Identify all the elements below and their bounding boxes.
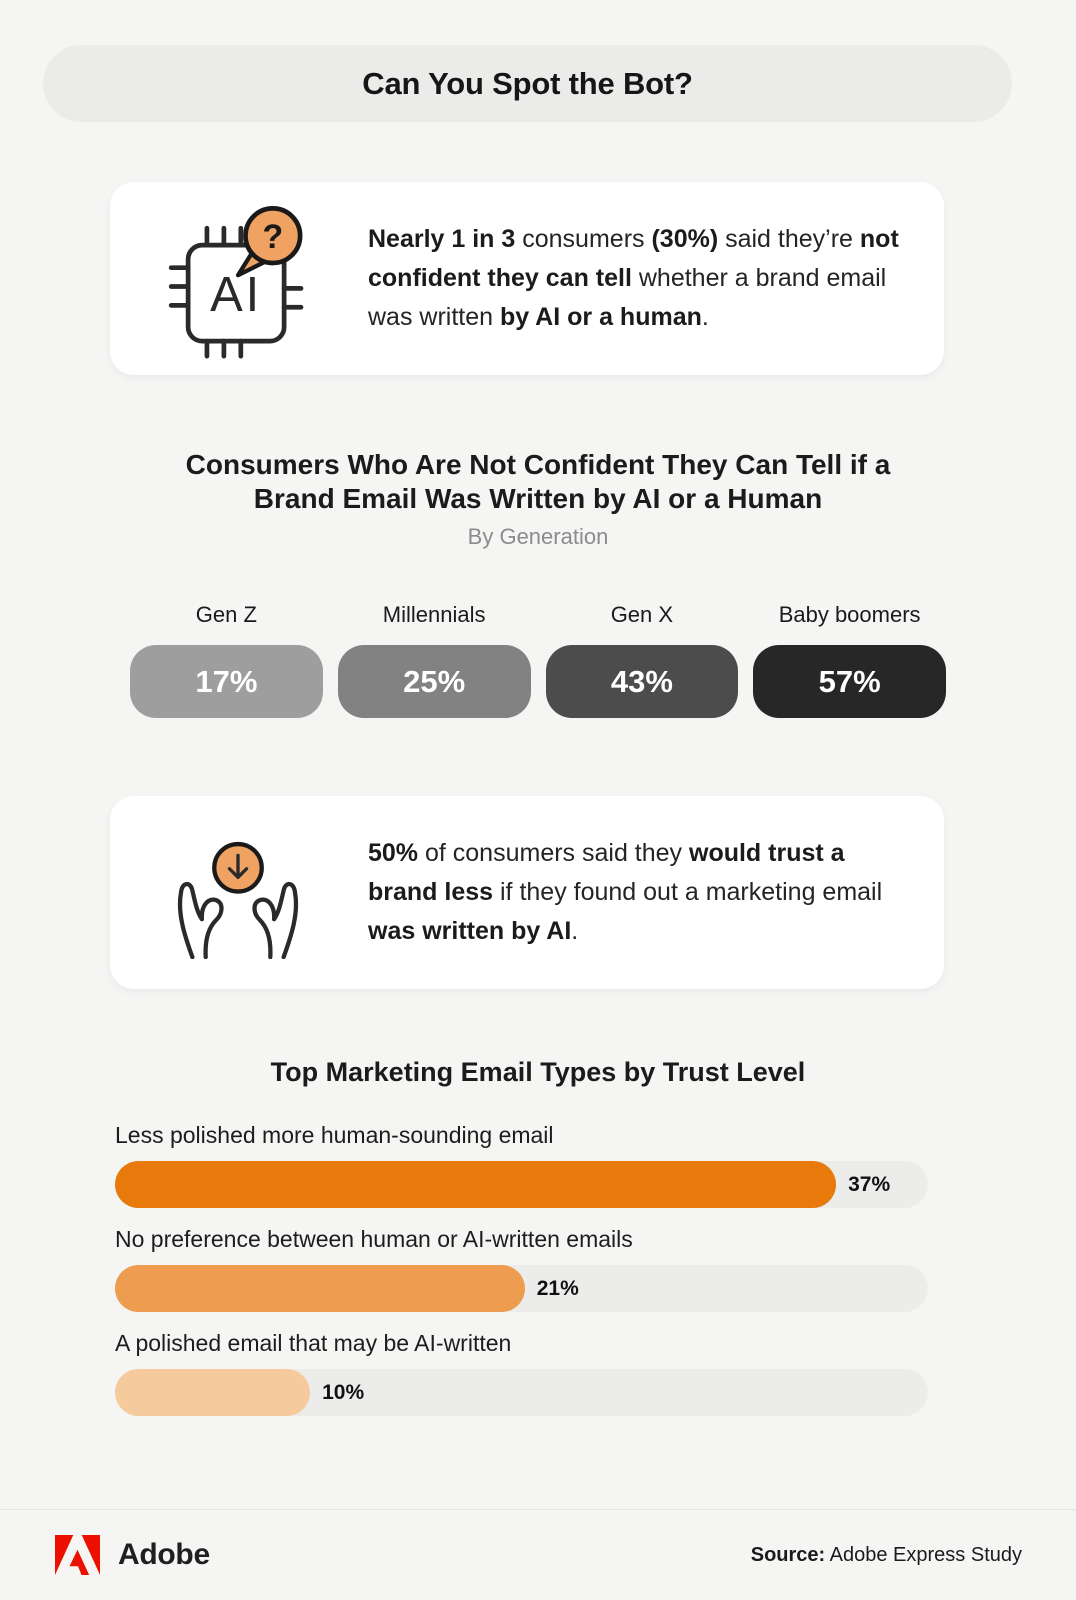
generation-value-pill: 17%: [130, 645, 323, 718]
generation-label: Gen X: [610, 602, 674, 627]
footer: Adobe Source: Adobe Express Study: [0, 1509, 1076, 1600]
bar-category-label: Less polished more human-sounding email: [115, 1122, 554, 1148]
bar-value-label: 37%: [848, 1172, 891, 1196]
bar-track: 37%: [115, 1161, 928, 1208]
generation-column-baby-boomers: Baby boomers 57%: [753, 602, 946, 718]
svg-text:?: ?: [262, 217, 283, 255]
stat-text-bold: by AI or a human: [499, 303, 702, 331]
ai-chip-question-icon: AI ?: [155, 198, 320, 360]
generation-column-gen-x: Gen X 43%: [545, 602, 739, 718]
trust-bars-chart: Less polished more human-sounding email 3…: [115, 1122, 928, 1434]
stat-text-bold: 50%: [368, 839, 425, 867]
stat-text-regular: .: [701, 303, 709, 331]
trust-bar-row: No preference between human or AI-writte…: [115, 1226, 928, 1312]
infographic-title-pill: Can You Spot the Bot?: [43, 45, 1012, 122]
generation-value-pill: 43%: [545, 645, 739, 718]
page-title: Can You Spot the Bot?: [362, 65, 693, 101]
stat-card-trust-less: 50% of consumers said they would trust a…: [110, 796, 944, 989]
stat-text-bold: was written by AI: [368, 917, 572, 945]
bar-fill: [115, 1161, 837, 1208]
trust-decrease-hands-icon: [155, 826, 320, 959]
stat-text-regular: consumers: [522, 225, 652, 253]
stat-text-bold: would trust a brand less: [368, 839, 845, 906]
adobe-logo-icon: [55, 1535, 100, 1575]
bar-value-label: 10%: [322, 1380, 365, 1404]
bar-fill: [115, 1369, 311, 1416]
generation-chart-subtitle: By Generation: [467, 524, 609, 549]
bar-category-label: No preference between human or AI-writte…: [115, 1226, 633, 1252]
source-label: Source:: [750, 1543, 826, 1566]
stat-text-regular: of consumers said they: [424, 839, 689, 867]
trust-chart-title: Top Marketing Email Types by Trust Level: [270, 1057, 806, 1087]
generation-label: Baby boomers: [778, 602, 921, 627]
bar-category-label: A polished email that may be AI-written: [115, 1330, 512, 1356]
generation-value-pill: 25%: [337, 645, 531, 718]
generation-label: Millennials: [382, 602, 486, 627]
source-text: Adobe Express Study: [825, 1543, 1022, 1566]
generation-chart-title: Consumers Who Are Not Confident They Can…: [185, 449, 891, 514]
generation-column-millennials: Millennials 25%: [337, 602, 531, 718]
stat-text-bold: (30%): [651, 225, 719, 253]
svg-text:AI: AI: [210, 268, 262, 322]
source-attribution: Source: Adobe Express Study: [751, 1544, 1022, 1567]
trust-bar-row: Less polished more human-sounding email 3…: [115, 1122, 928, 1208]
bar-fill: [115, 1265, 525, 1312]
bar-value-label: 21%: [536, 1276, 579, 1300]
generation-column-gen-z: Gen Z 17%: [130, 602, 323, 718]
generation-label: Gen Z: [195, 602, 257, 627]
stat-text-bold: Nearly 1 in 3: [368, 225, 523, 253]
stat-text-regular: .: [571, 917, 579, 945]
stat-text-bold: not confident they can tell: [368, 225, 899, 292]
adobe-brand-name: Adobe: [118, 1538, 210, 1571]
bar-track: 10%: [115, 1369, 928, 1416]
stat-card-spot-confidence: AI ? Nearly 1 in 3 consumers (30%) said …: [110, 182, 944, 375]
trust-bar-row: A polished email that may be AI-written 1…: [115, 1330, 928, 1416]
stat-text-regular: if they found out a marketing email: [500, 878, 883, 906]
stat-text-regular: said they’re: [718, 225, 860, 253]
stat-text-regular: whether a brand email was written: [368, 264, 887, 331]
stat-text-paragraph: 50% of consumers said they would trust a…: [368, 834, 904, 951]
bar-track: 21%: [115, 1265, 928, 1312]
generation-value-pill: 57%: [753, 645, 946, 718]
stat-text-paragraph: Nearly 1 in 3 consumers (30%) said they’…: [368, 220, 904, 337]
generation-pills-row: Gen Z 17% Millennials 25% Gen X 43% Baby boome…: [130, 602, 946, 718]
adobe-brand-lockup: Adobe: [55, 1535, 210, 1575]
